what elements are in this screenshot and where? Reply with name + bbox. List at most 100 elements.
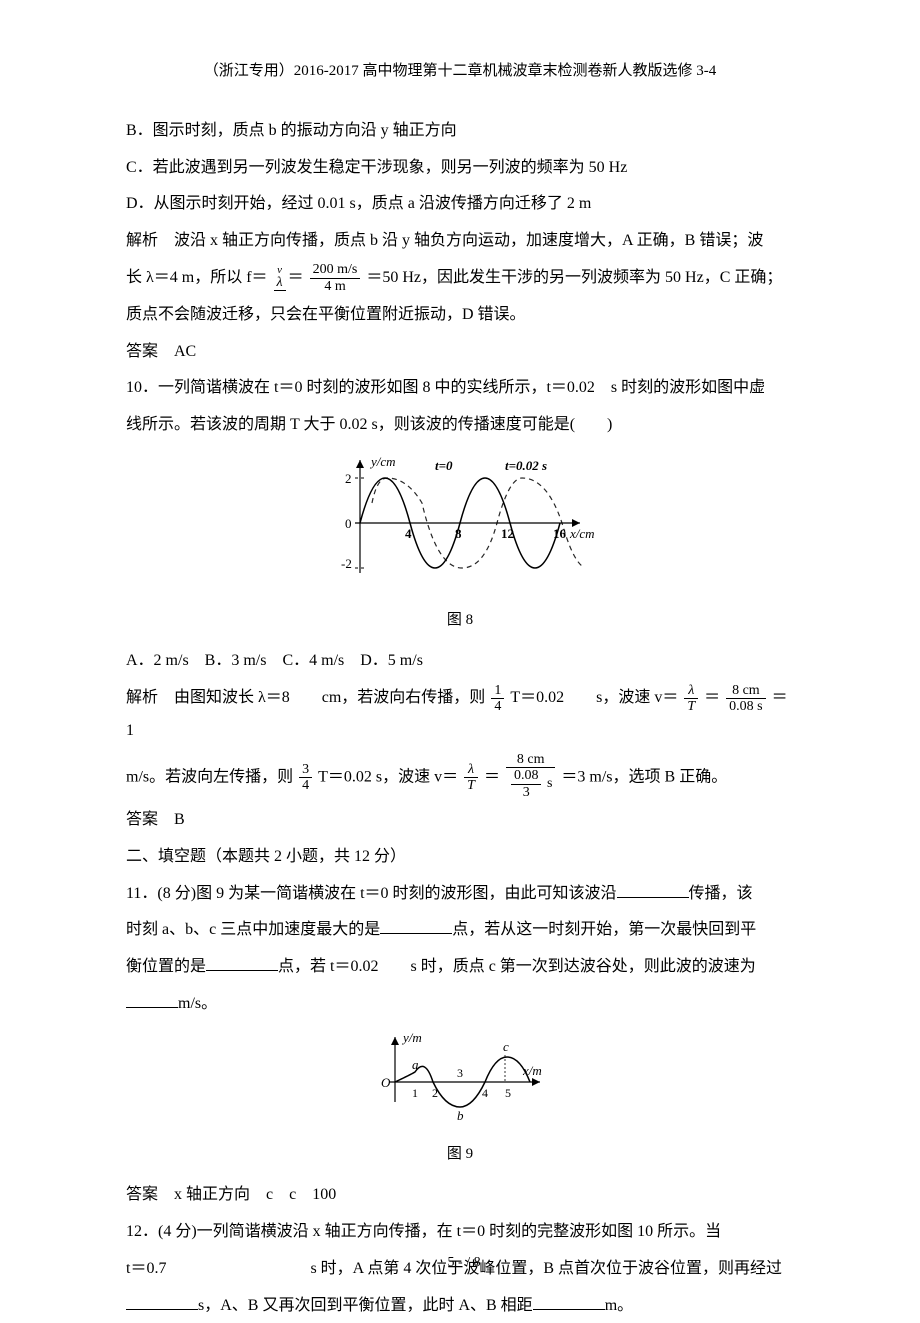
frac-den: 4 — [491, 699, 504, 714]
blank — [126, 994, 178, 1008]
explain-line-2: 长 λ＝4 m，所以 f＝ v λ ＝ 200 m/s 4 m ＝50 Hz，因… — [126, 262, 794, 295]
label-t002: t=0.02 s — [505, 458, 547, 473]
explain-line-1: 解析 波沿 x 轴正方向传播，质点 b 沿 y 轴负方向运动，加速度增大，A 正… — [126, 225, 794, 258]
q10-options: A．2 m/s B．3 m/s C．4 m/s D．5 m/s — [126, 645, 794, 678]
ylabel: y/m — [401, 1030, 422, 1045]
xtick-1: 1 — [412, 1086, 418, 1100]
page-header: （浙江专用）2016-2017 高中物理第十二章机械波章末检测卷新人教版选修 3… — [126, 56, 794, 87]
xtick-16: 16 — [553, 526, 567, 541]
xlabel: x/cm — [569, 526, 595, 541]
q10-exp-line1: 解析 由图知波长 λ＝8 cm，若波向右传播，则 1 4 T＝0.02 s，波速… — [126, 682, 794, 748]
blank — [206, 957, 278, 971]
frac-num: λ — [684, 683, 698, 699]
point-b: b — [457, 1108, 464, 1122]
point-a: a — [412, 1057, 419, 1072]
frac-num: 8 cm — [506, 752, 555, 768]
text: 衡位置的是 — [126, 958, 206, 975]
frac-label: v — [274, 265, 286, 275]
frac-num: 200 m/s — [310, 262, 361, 278]
origin: O — [381, 1075, 391, 1090]
text: m/s。若波向左传播，则 — [126, 768, 293, 785]
xtick-12: 12 — [501, 526, 514, 541]
frac-lambda-t: λ T — [682, 683, 700, 715]
text: 传播，该 — [689, 885, 753, 902]
frac-num: 1 — [491, 683, 504, 699]
xtick-4: 4 — [405, 526, 412, 541]
text: ＝ — [704, 689, 720, 706]
frac-nested: 8 cm 0.08 3 s — [504, 752, 557, 800]
fraction-200-4: 200 m/s 4 m — [308, 262, 363, 294]
blank — [533, 1296, 605, 1310]
section-2: 二、填空题（本题共 2 小题，共 12 分） — [126, 841, 794, 874]
blank — [617, 884, 689, 898]
frac-den: 0.08 s — [726, 699, 765, 714]
blank — [126, 1296, 198, 1310]
q11-line3: 衡位置的是 点，若 t＝0.02 s 时，质点 c 第一次到达波谷处，则此波的波速… — [126, 951, 794, 984]
answer-11: 答案 x 轴正方向 c c 100 — [126, 1179, 794, 1212]
frac-den: 0.08 3 s — [506, 768, 555, 800]
frac-den: 3 — [511, 785, 542, 800]
q10-exp-line2: m/s。若波向左传播，则 3 4 T＝0.02 s，波速 v＝ λ T ＝ 8 … — [126, 752, 794, 800]
page-footer: - 5 - / 8 — [0, 1249, 920, 1278]
text: T＝0.02 s，波速 v＝ — [510, 689, 678, 706]
unit: s — [547, 776, 552, 791]
text: T＝0.02 s，波速 v＝ — [318, 768, 458, 785]
frac-num: λ — [274, 275, 286, 291]
xtick-3: 3 — [457, 1066, 463, 1080]
xtick-8: 8 — [455, 526, 462, 541]
q11-line4: m/s。 — [126, 988, 794, 1021]
point-c: c — [503, 1039, 509, 1054]
q10-line-2: 线所示。若该波的周期 T 大于 0.02 s，则该波的传播速度可能是( ) — [126, 409, 794, 442]
frac-den: T — [684, 699, 698, 714]
ytick-2: 2 — [345, 471, 352, 486]
figure-9-caption: 图 9 — [126, 1139, 794, 1170]
xtick-2: 2 — [432, 1086, 438, 1100]
frac-1-4: 1 4 — [489, 683, 506, 715]
text: ＝ — [484, 768, 500, 785]
figure-8: y/cm x/cm 2 0 -2 4 8 12 16 t=0 t=0.02 s — [126, 448, 794, 601]
frac-den: T — [464, 778, 478, 793]
text: 时刻 a、b、c 三点中加速度最大的是 — [126, 921, 380, 938]
ylabel: y/cm — [369, 454, 396, 469]
text: m。 — [605, 1297, 633, 1314]
blank — [380, 920, 452, 934]
option-b: B．图示时刻，质点 b 的振动方向沿 y 轴正方向 — [126, 115, 794, 148]
frac-num: 3 — [299, 762, 312, 778]
figure-9: y/m x/m O a b c 1 2 3 4 5 — [126, 1027, 794, 1135]
text: 解析 由图知波长 λ＝8 cm，若波向右传播，则 — [126, 689, 485, 706]
q11-line2: 时刻 a、b、c 三点中加速度最大的是 点，若从这一时刻开始，第一次最快回到平 — [126, 914, 794, 947]
frac-inner: 0.08 3 — [509, 768, 544, 800]
exp-pre: 长 λ＝4 m，所以 f＝ — [126, 269, 268, 286]
xtick-5: 5 — [505, 1086, 511, 1100]
frac-den: 4 m — [310, 279, 361, 294]
text: 11．(8 分)图 9 为某一简谐横波在 t＝0 时刻的波形图，由此可知该波沿 — [126, 885, 617, 902]
answer-b: 答案 B — [126, 804, 794, 837]
fraction-v-lambda: v λ — [272, 265, 288, 291]
explain-line-3: 质点不会随波迁移，只会在平衡位置附近振动，D 错误。 — [126, 299, 794, 332]
exp-post: ＝50 Hz，因此发生干涉的另一列波频率为 50 Hz，C 正确； — [366, 269, 782, 286]
q10-line-1: 10．一列简谐横波在 t＝0 时刻的波形如图 8 中的实线所示，t＝0.02 s… — [126, 372, 794, 405]
text: 点，若 t＝0.02 s 时，质点 c 第一次到达波谷处，则此波的波速为 — [278, 958, 756, 975]
option-c: C．若此波遇到另一列波发生稳定干涉现象，则另一列波的频率为 50 Hz — [126, 152, 794, 185]
frac-3-4: 3 4 — [297, 762, 314, 794]
frac-den: 4 — [299, 778, 312, 793]
frac-8-008: 8 cm 0.08 s — [724, 683, 767, 715]
q12-line3: s，A、B 又再次回到平衡位置，此时 A、B 相距 m。 — [126, 1290, 794, 1323]
ytick-0: 0 — [345, 516, 352, 531]
frac-num: 0.08 — [511, 768, 542, 784]
figure-8-caption: 图 8 — [126, 605, 794, 636]
text: ＝3 m/s，选项 B 正确。 — [561, 768, 727, 785]
xtick-4: 4 — [482, 1086, 488, 1100]
q11-line1: 11．(8 分)图 9 为某一简谐横波在 t＝0 时刻的波形图，由此可知该波沿 传… — [126, 878, 794, 911]
frac-lambda-t-2: λ T — [462, 762, 480, 794]
answer-ac: 答案 AC — [126, 336, 794, 369]
frac-num: 8 cm — [726, 683, 765, 699]
q12-line1: 12．(4 分)一列简谐横波沿 x 轴正方向传播，在 t＝0 时刻的完整波形如图… — [126, 1216, 794, 1249]
text: s，A、B 又再次回到平衡位置，此时 A、B 相距 — [198, 1297, 533, 1314]
option-d: D．从图示时刻开始，经过 0.01 s，质点 a 沿波传播方向迁移了 2 m — [126, 188, 794, 221]
ytick-neg2: -2 — [341, 556, 352, 571]
text: 点，若从这一时刻开始，第一次最快回到平 — [452, 921, 756, 938]
text: m/s。 — [178, 995, 217, 1012]
frac-num: λ — [464, 762, 478, 778]
label-t0: t=0 — [435, 458, 453, 473]
